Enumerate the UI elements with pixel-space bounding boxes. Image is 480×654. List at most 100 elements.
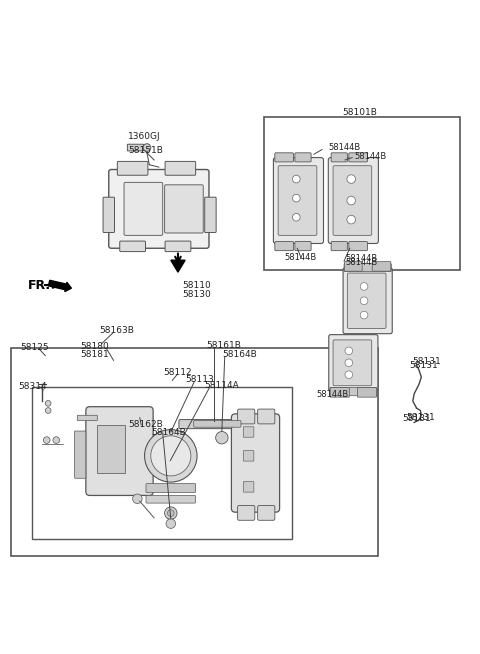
Text: 58144B: 58144B <box>284 253 316 262</box>
FancyBboxPatch shape <box>349 241 367 250</box>
FancyBboxPatch shape <box>349 153 367 162</box>
Text: 58144B: 58144B <box>345 258 377 267</box>
Text: 58180: 58180 <box>80 341 109 351</box>
Circle shape <box>165 507 177 519</box>
Circle shape <box>45 400 51 406</box>
Circle shape <box>132 494 142 504</box>
FancyBboxPatch shape <box>179 420 232 428</box>
Text: 58131: 58131 <box>406 413 435 422</box>
Text: 58114A: 58114A <box>204 381 239 390</box>
FancyBboxPatch shape <box>330 388 377 396</box>
Circle shape <box>360 311 368 319</box>
FancyBboxPatch shape <box>165 185 203 233</box>
FancyBboxPatch shape <box>343 268 392 334</box>
Bar <box>264 117 459 269</box>
Text: 58144B: 58144B <box>355 152 387 161</box>
Text: 58144B: 58144B <box>345 254 377 264</box>
Circle shape <box>360 283 368 290</box>
FancyBboxPatch shape <box>74 431 86 478</box>
FancyBboxPatch shape <box>295 153 311 162</box>
Text: 58181: 58181 <box>80 350 109 358</box>
Circle shape <box>216 432 228 444</box>
FancyArrow shape <box>48 281 72 292</box>
FancyBboxPatch shape <box>330 388 349 397</box>
Circle shape <box>292 213 300 221</box>
FancyBboxPatch shape <box>333 340 372 386</box>
Text: 58131: 58131 <box>409 360 438 370</box>
FancyBboxPatch shape <box>146 483 196 492</box>
FancyBboxPatch shape <box>77 415 97 421</box>
FancyBboxPatch shape <box>243 427 254 438</box>
Text: 58113: 58113 <box>185 375 214 384</box>
Circle shape <box>292 194 300 202</box>
FancyBboxPatch shape <box>127 145 144 151</box>
Circle shape <box>45 407 51 413</box>
Text: 58110: 58110 <box>183 281 211 290</box>
Bar <box>11 349 378 556</box>
FancyBboxPatch shape <box>103 198 115 233</box>
FancyBboxPatch shape <box>275 241 293 250</box>
FancyBboxPatch shape <box>165 241 191 252</box>
Text: 58125: 58125 <box>21 343 49 352</box>
Text: 58164B: 58164B <box>222 350 257 359</box>
FancyBboxPatch shape <box>295 241 311 250</box>
Circle shape <box>168 509 174 517</box>
FancyBboxPatch shape <box>204 198 216 233</box>
Circle shape <box>345 347 353 354</box>
Text: 58112: 58112 <box>164 368 192 377</box>
FancyBboxPatch shape <box>258 506 275 521</box>
FancyBboxPatch shape <box>348 273 386 328</box>
FancyBboxPatch shape <box>238 506 255 521</box>
Polygon shape <box>171 260 185 272</box>
FancyBboxPatch shape <box>243 481 254 492</box>
Text: 58314: 58314 <box>18 382 47 391</box>
FancyBboxPatch shape <box>278 165 317 235</box>
Text: 58130: 58130 <box>183 290 211 299</box>
Text: 58131: 58131 <box>413 357 442 366</box>
Text: 58162B: 58162B <box>128 421 163 429</box>
FancyBboxPatch shape <box>146 496 196 503</box>
Text: 58144B: 58144B <box>316 390 348 399</box>
FancyBboxPatch shape <box>275 153 293 162</box>
FancyBboxPatch shape <box>124 182 163 235</box>
Circle shape <box>345 359 353 367</box>
FancyBboxPatch shape <box>165 162 196 175</box>
FancyBboxPatch shape <box>243 451 254 461</box>
Text: 58164B: 58164B <box>152 428 186 438</box>
Circle shape <box>53 437 60 443</box>
Text: 58151B: 58151B <box>128 146 163 155</box>
Circle shape <box>347 175 356 183</box>
Text: 58163B: 58163B <box>99 326 134 335</box>
FancyBboxPatch shape <box>274 158 324 243</box>
Circle shape <box>151 436 191 476</box>
Circle shape <box>292 175 300 183</box>
FancyBboxPatch shape <box>328 158 378 243</box>
Circle shape <box>347 196 356 205</box>
Circle shape <box>43 437 50 443</box>
FancyBboxPatch shape <box>109 169 209 249</box>
FancyBboxPatch shape <box>86 407 153 496</box>
FancyBboxPatch shape <box>194 421 241 427</box>
Circle shape <box>166 519 176 528</box>
Circle shape <box>347 215 356 224</box>
FancyBboxPatch shape <box>117 162 148 175</box>
FancyBboxPatch shape <box>238 409 255 424</box>
Text: 58131: 58131 <box>402 414 431 423</box>
FancyBboxPatch shape <box>329 335 378 391</box>
Bar <box>33 387 292 540</box>
Circle shape <box>345 371 353 379</box>
Circle shape <box>360 297 368 305</box>
FancyBboxPatch shape <box>258 409 275 424</box>
FancyBboxPatch shape <box>344 264 391 271</box>
Text: 1360GJ: 1360GJ <box>128 131 161 141</box>
Text: 58101B: 58101B <box>342 108 377 117</box>
Circle shape <box>144 430 197 482</box>
FancyBboxPatch shape <box>331 241 348 250</box>
FancyBboxPatch shape <box>358 388 376 397</box>
FancyBboxPatch shape <box>120 241 145 252</box>
FancyBboxPatch shape <box>231 414 280 512</box>
FancyBboxPatch shape <box>331 153 348 162</box>
Text: 58144B: 58144B <box>328 143 360 152</box>
FancyBboxPatch shape <box>372 262 391 271</box>
FancyBboxPatch shape <box>345 262 362 271</box>
